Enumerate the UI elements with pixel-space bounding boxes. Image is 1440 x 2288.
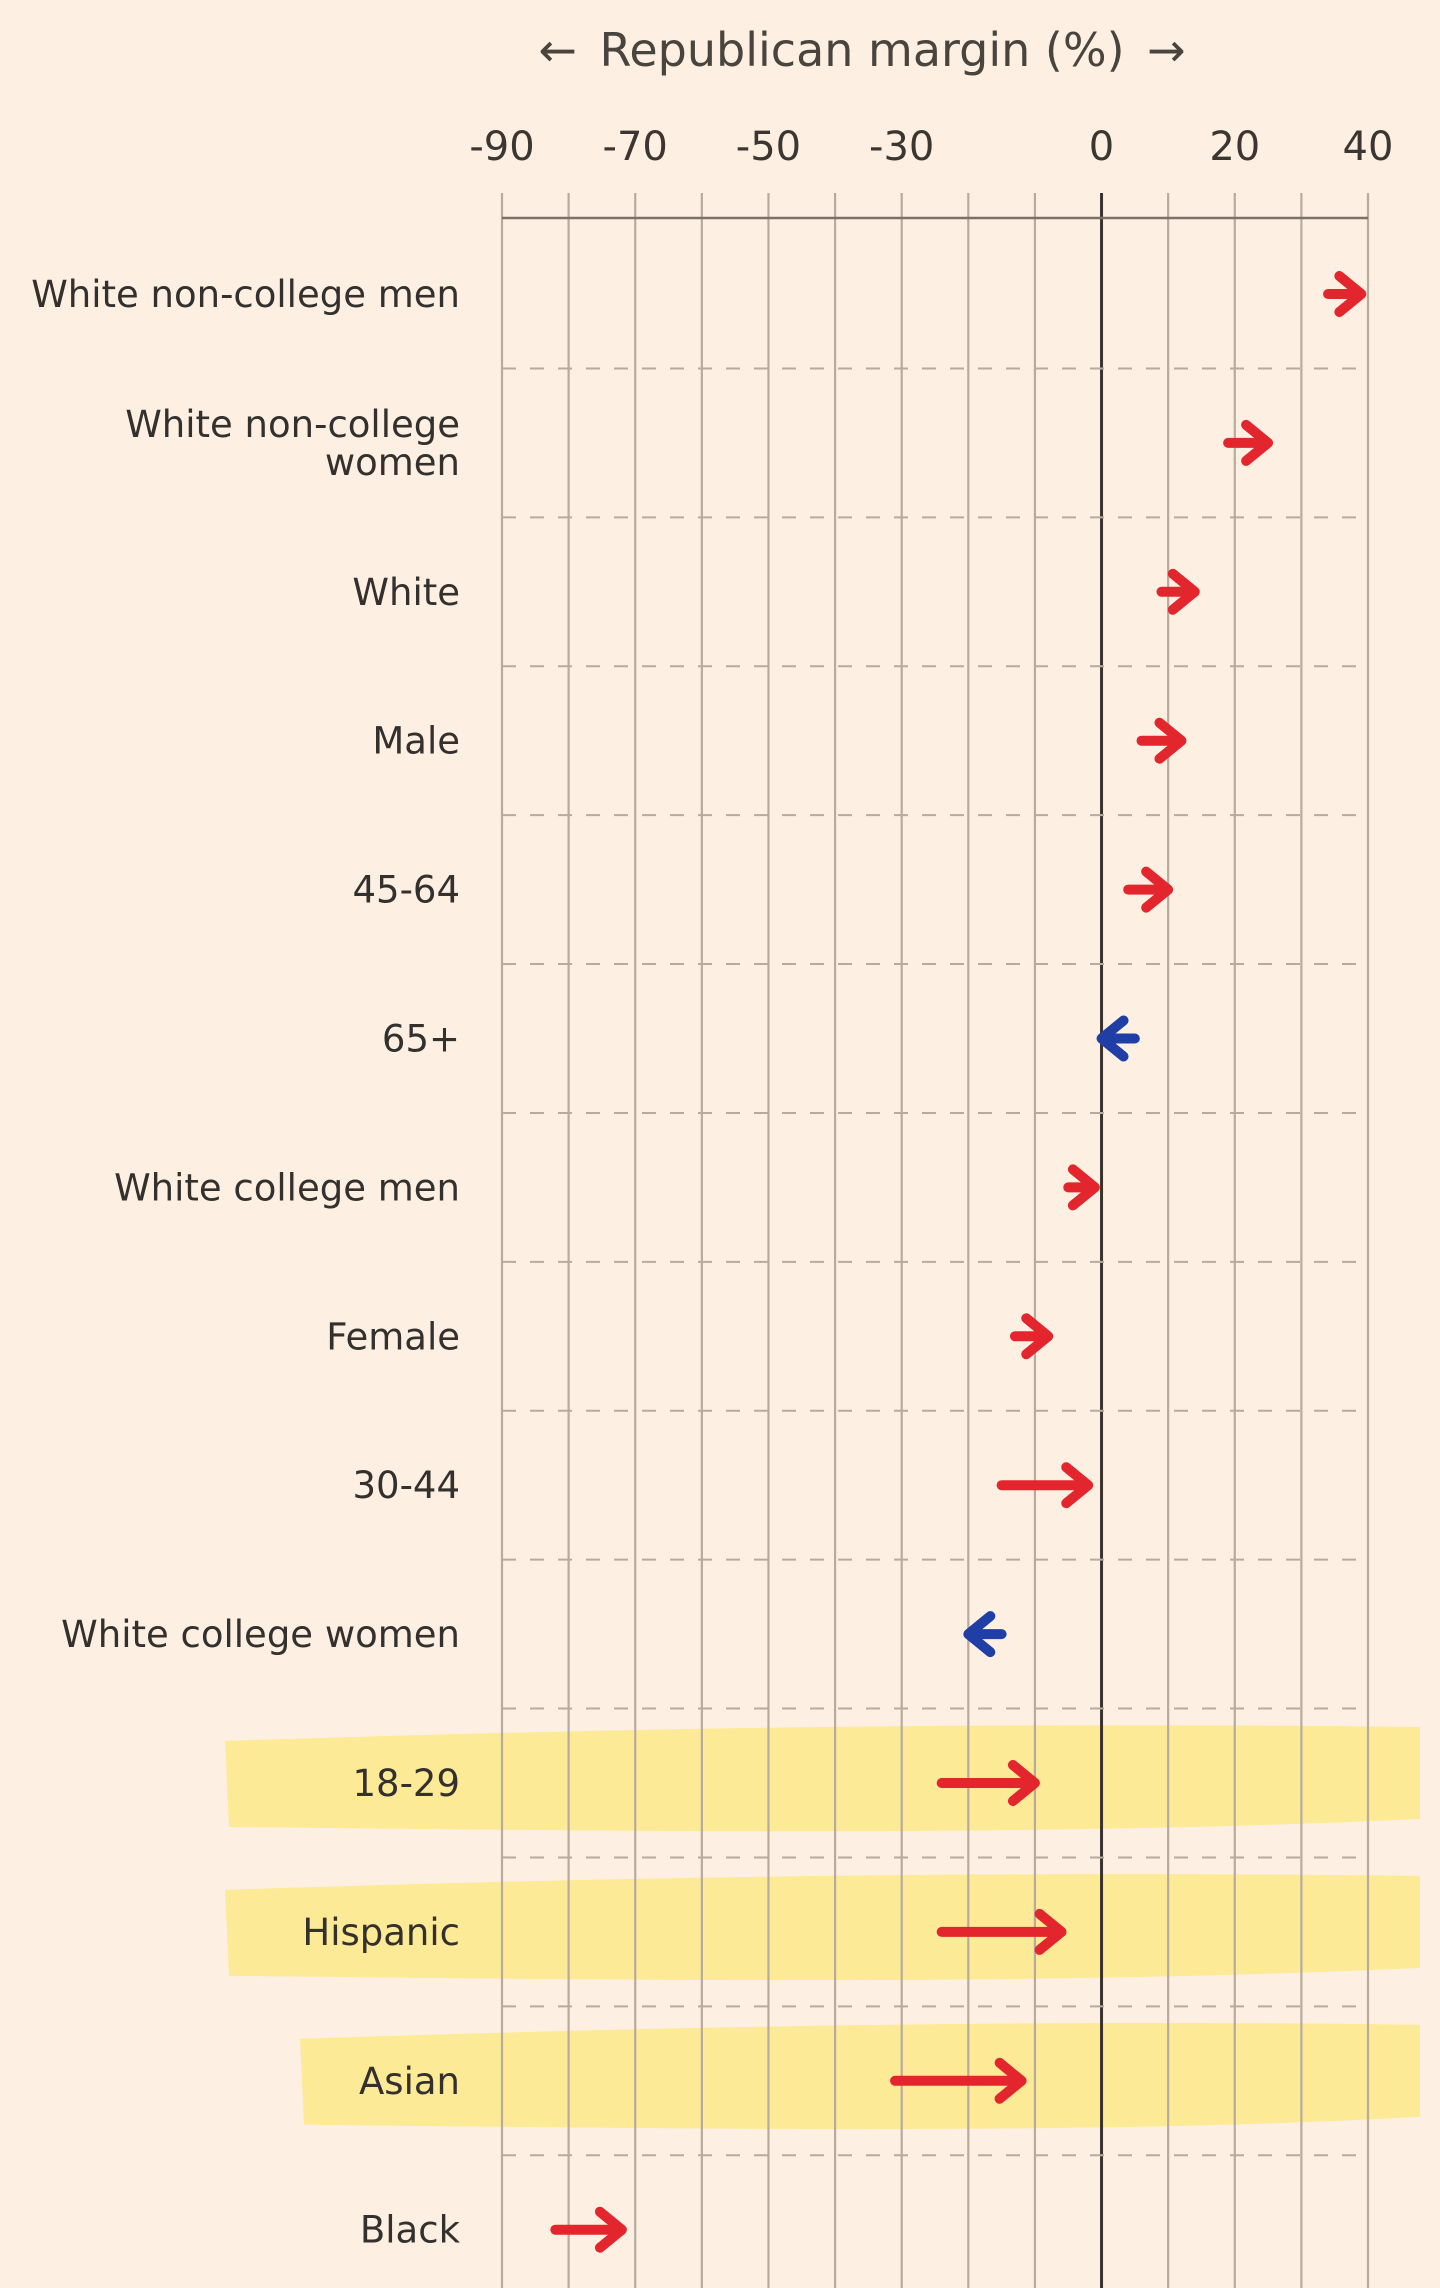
arrow-head <box>994 2057 1027 2104</box>
arrow-head <box>963 1611 996 1658</box>
highlight-band <box>300 2022 1420 2130</box>
category-label-line: Black <box>360 2209 461 2252</box>
arrow-head <box>1034 1908 1067 1955</box>
category-label-line: White college men <box>114 1166 460 1209</box>
category-label: Male <box>372 720 460 763</box>
category-label: White non-college men <box>31 273 460 316</box>
tick-label: 40 <box>1343 124 1394 170</box>
category-label-line: Asian <box>359 2060 460 2103</box>
category-label: 45-64 <box>352 869 460 912</box>
title-text: Republican margin (%) <box>599 23 1124 77</box>
arrow-head <box>1241 419 1274 466</box>
arrow-marks <box>550 271 1367 2253</box>
category-label-line: White college women <box>61 1613 460 1656</box>
category-label: White non-college women <box>125 403 460 484</box>
category-label-line: Hispanic <box>302 1911 460 1954</box>
tick-label: -90 <box>469 124 534 170</box>
category-label: 65+ <box>382 1018 460 1061</box>
arrow-head <box>594 2206 627 2253</box>
arrow-head <box>1021 1313 1054 1360</box>
arrow-head <box>1167 568 1200 615</box>
arrow-65- <box>1096 1015 1140 1062</box>
tick-label: 0 <box>1089 124 1114 170</box>
right-arrow-icon: → <box>1147 23 1186 77</box>
arrow-asian <box>890 2057 1027 2104</box>
category-label-line: women <box>325 441 460 484</box>
left-arrow-icon: ← <box>538 23 577 77</box>
category-label: 18-29 <box>352 1762 460 1805</box>
arrow-hispanic <box>936 1908 1067 1955</box>
category-label: White college men <box>114 1166 460 1209</box>
category-label: Hispanic <box>302 1911 460 1954</box>
category-label: Black <box>360 2209 461 2252</box>
tick-label: -50 <box>736 124 801 170</box>
highlight-layer <box>225 1725 1420 2130</box>
category-label-line: White non-college <box>125 403 460 446</box>
category-label-line: 65+ <box>382 1018 460 1061</box>
category-label: White <box>352 571 460 614</box>
tick-label: -70 <box>603 124 668 170</box>
highlight-band <box>225 1725 1420 1832</box>
x-axis: -90 -70 -50 -30 0 20 40 <box>469 124 1394 220</box>
arrow-head <box>1061 1462 1094 1509</box>
category-label: White college women <box>61 1613 460 1656</box>
arrow-black <box>550 2206 627 2253</box>
arrow-head <box>1067 1164 1100 1211</box>
arrow-head <box>1154 717 1187 764</box>
category-label-line: 45-64 <box>352 869 460 912</box>
arrow-head <box>1334 271 1367 317</box>
tick-label: -30 <box>869 124 934 170</box>
category-label: Asian <box>359 2060 460 2103</box>
arrow-30-44 <box>996 1462 1094 1509</box>
arrow-head <box>1096 1015 1129 1062</box>
category-label-line: White <box>352 571 460 614</box>
arrow-white-non-college-women <box>1223 419 1274 466</box>
category-labels: White non-college men White non-college wo… <box>31 273 460 2252</box>
category-label: 30-44 <box>352 1464 460 1507</box>
highlight-band <box>225 1874 1420 1981</box>
chart-title: ← Republican margin (%) → <box>538 23 1185 77</box>
arrow-white <box>1156 568 1200 615</box>
arrow-head <box>1141 866 1174 913</box>
arrow-45-64 <box>1123 866 1174 913</box>
grid-layer <box>500 193 1370 2288</box>
arrow-white-non-college-men <box>1323 271 1367 317</box>
category-label-line: White non-college men <box>31 273 460 316</box>
arrow-female <box>1009 1313 1054 1360</box>
category-label-line: Male <box>372 720 460 763</box>
arrow-white-college-women <box>963 1611 1007 1658</box>
arrow-head <box>1007 1760 1040 1806</box>
tick-label: 20 <box>1209 124 1260 170</box>
arrow-white-college-men <box>1063 1164 1100 1211</box>
arrow-18-29 <box>936 1760 1040 1806</box>
category-label-line: 18-29 <box>352 1762 460 1805</box>
category-label-line: 30-44 <box>352 1464 460 1507</box>
category-label: Female <box>326 1315 460 1358</box>
arrow-male <box>1136 717 1187 764</box>
category-label-line: Female <box>326 1315 460 1358</box>
